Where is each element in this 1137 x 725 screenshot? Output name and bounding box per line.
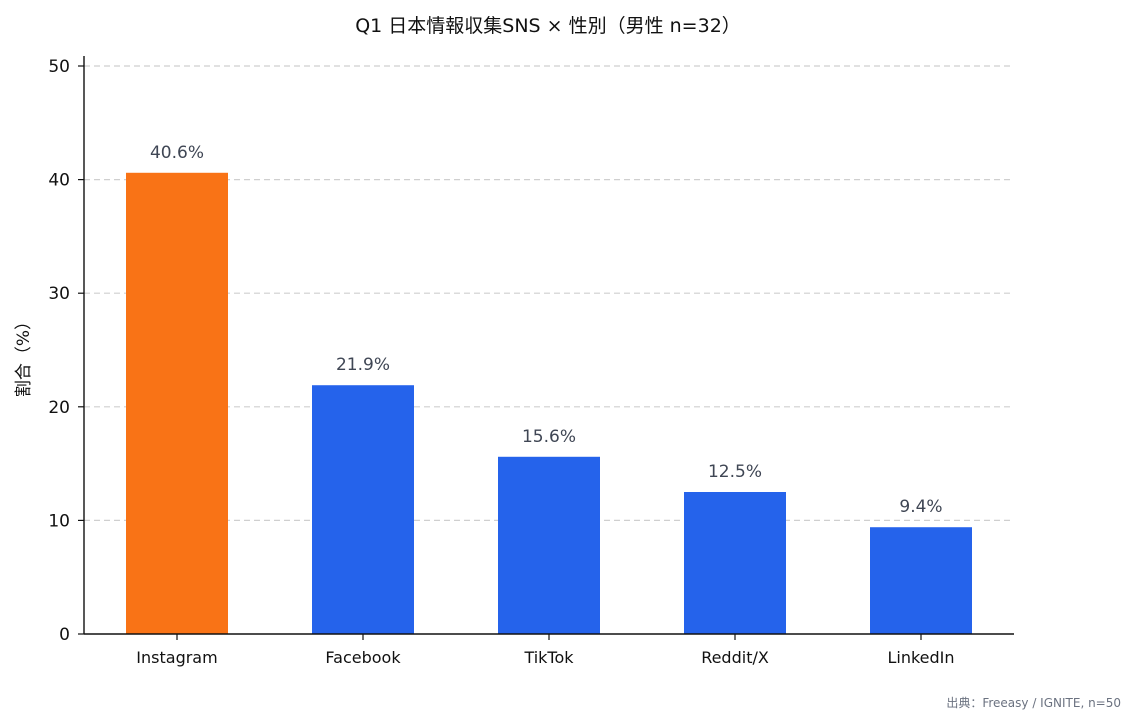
x-tick-label: Facebook (325, 648, 401, 667)
data-label: 12.5% (708, 462, 762, 482)
data-label: 9.4% (899, 497, 942, 517)
x-tick-label: TikTok (523, 648, 574, 667)
y-tick-label: 10 (48, 511, 70, 531)
bar-linkedin (870, 527, 972, 634)
y-tick-label: 0 (59, 625, 70, 645)
y-tick-label: 40 (48, 171, 70, 191)
source-note: 出典：Freeasy / IGNITE, n=50 (946, 696, 1121, 710)
x-tick-label: LinkedIn (887, 648, 954, 667)
bar-tiktok (498, 456, 600, 634)
data-label: 15.6% (522, 427, 576, 447)
bar-reddit-x (684, 492, 786, 634)
bar-facebook (312, 385, 414, 634)
x-axis-ticks: Instagram Facebook TikTok Reddit/X LinkedIn (136, 634, 955, 667)
chart-title: Q1 日本情報収集SNS × 性別（男性 n=32） (355, 15, 741, 37)
y-tick-label: 30 (48, 284, 70, 304)
data-label: 40.6% (150, 143, 204, 163)
y-tick-label: 50 (48, 57, 70, 77)
y-tick-label: 20 (48, 398, 70, 418)
bars (126, 172, 972, 634)
y-axis-ticks: 0 10 20 30 40 50 (48, 57, 84, 645)
x-tick-label: Instagram (136, 648, 217, 667)
data-label: 21.9% (336, 355, 390, 375)
x-tick-label: Reddit/X (701, 648, 769, 667)
data-labels: 40.6% 21.9% 15.6% 12.5% 9.4% (150, 143, 943, 517)
gridlines (84, 65, 1014, 522)
y-axis-label: 割合（%） (14, 313, 34, 397)
bar-instagram (126, 172, 228, 634)
